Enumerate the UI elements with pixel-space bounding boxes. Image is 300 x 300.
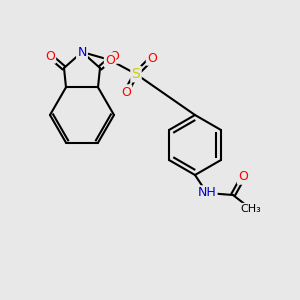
Text: O: O [45,50,55,62]
Text: O: O [121,85,131,98]
Text: O: O [105,53,115,67]
Text: O: O [109,50,119,62]
Text: S: S [132,67,140,81]
Text: O: O [147,52,157,64]
Text: N: N [77,46,87,59]
Text: NH: NH [198,187,216,200]
Text: O: O [238,170,248,184]
Text: CH₃: CH₃ [241,204,261,214]
